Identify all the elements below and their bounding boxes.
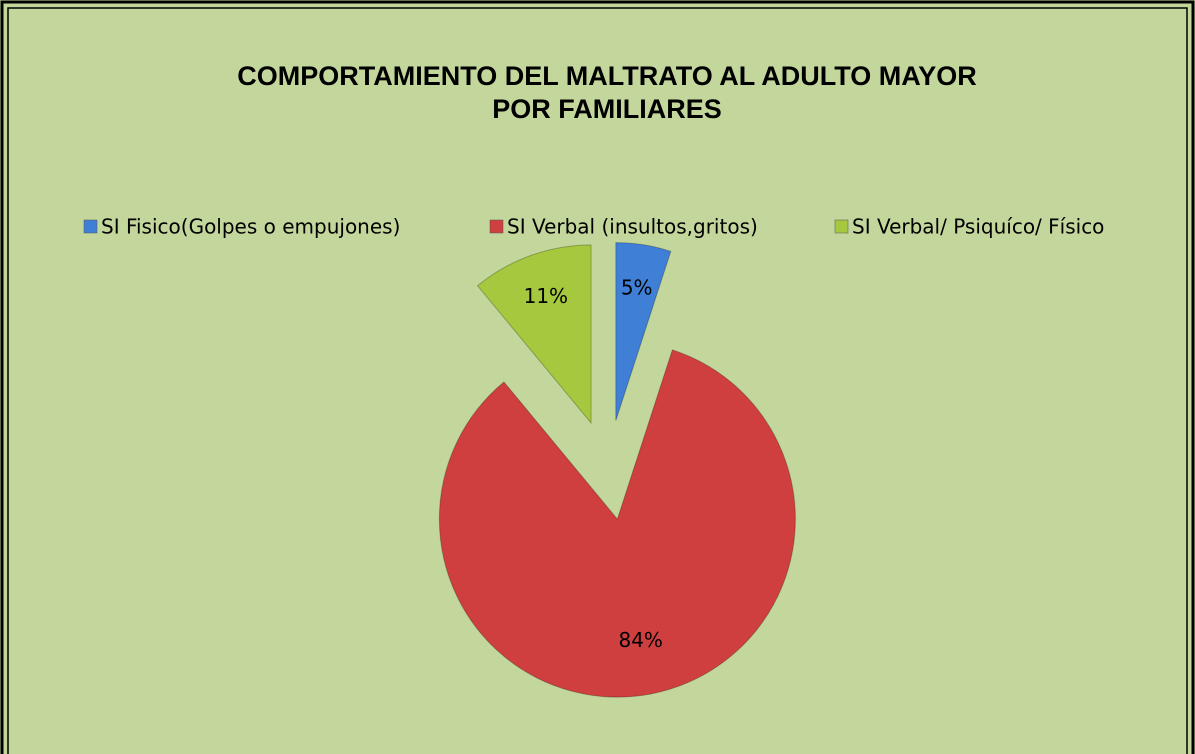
data-label: 11% [524, 284, 568, 308]
data-label: 84% [618, 628, 662, 652]
chart-border-inner [7, 7, 1188, 754]
legend-key [834, 219, 849, 234]
legend-key [83, 219, 98, 234]
legend-key [489, 219, 504, 234]
pie-slice [438, 349, 796, 698]
chart-title: COMPORTAMIENTO DEL MALTRATO AL ADULTO MA… [237, 61, 977, 91]
legend-label: SI Verbal/ Psiquíco/ Físico [852, 215, 1104, 239]
pie-slice [476, 244, 592, 425]
legend-label: SI Fisico(Golpes o empujones) [101, 215, 400, 239]
legend-label: SI Verbal (insultos,gritos) [507, 215, 758, 239]
data-label: 5% [621, 275, 653, 299]
chart-title: POR FAMILIARES [492, 94, 722, 124]
pie-slice [615, 242, 672, 421]
